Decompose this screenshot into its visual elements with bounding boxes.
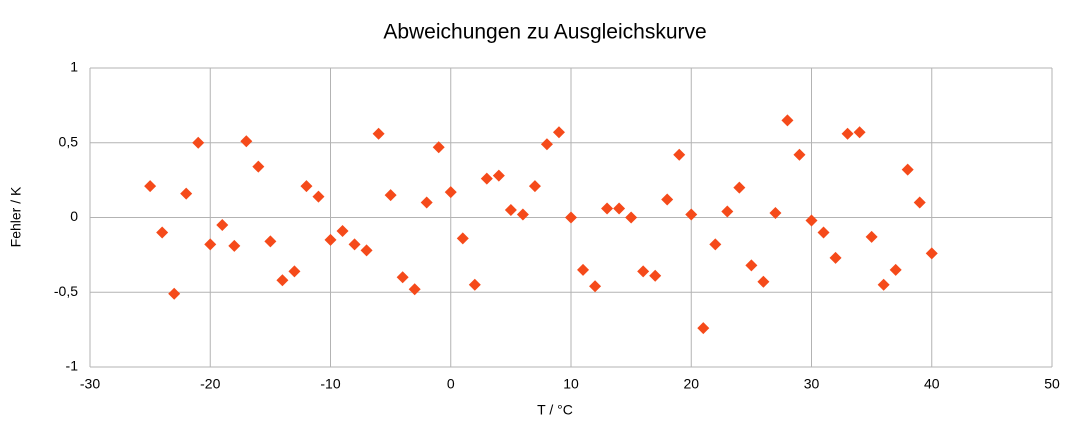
x-tick-label: 30 [804, 376, 820, 392]
x-tick-label: -10 [320, 376, 340, 392]
point [240, 135, 253, 148]
point [745, 259, 758, 272]
x-tick-label: 10 [563, 376, 579, 392]
point [252, 160, 265, 173]
point [156, 226, 169, 239]
point [192, 136, 205, 149]
point [216, 218, 229, 231]
point [853, 126, 866, 139]
point [685, 208, 698, 221]
point [336, 224, 349, 237]
point [661, 193, 674, 206]
point [673, 148, 686, 161]
point [372, 127, 385, 140]
y-tick-label: 0 [70, 208, 78, 224]
point [456, 232, 469, 245]
point [492, 169, 505, 182]
point [901, 163, 914, 176]
point [925, 247, 938, 260]
point [408, 283, 421, 296]
x-tick-label: 40 [924, 376, 940, 392]
point [300, 180, 313, 193]
y-tick-label: -0,5 [54, 283, 78, 299]
point [528, 180, 541, 193]
point [733, 181, 746, 194]
point [432, 141, 445, 154]
point [625, 211, 638, 224]
point [384, 189, 397, 202]
point [480, 172, 493, 185]
point [504, 204, 517, 217]
point [589, 280, 602, 293]
point [865, 230, 878, 243]
y-tick-label: 1 [70, 59, 78, 75]
point [709, 238, 722, 251]
point [781, 114, 794, 127]
point [817, 226, 830, 239]
point [180, 187, 193, 200]
x-tick-label: 50 [1044, 376, 1060, 392]
point [637, 265, 650, 278]
point [264, 235, 277, 248]
point [516, 208, 529, 221]
point [468, 278, 481, 291]
point [841, 127, 854, 140]
point [613, 202, 626, 215]
point [360, 244, 373, 257]
point [757, 275, 770, 288]
point [144, 180, 157, 193]
point [913, 196, 926, 209]
point [540, 138, 553, 151]
chart-title: Abweichungen zu Ausgleichskurve [383, 21, 706, 44]
point [697, 322, 710, 335]
x-tick-label: 20 [683, 376, 699, 392]
point [204, 238, 217, 251]
point [721, 205, 734, 218]
x-tick-label: 0 [447, 376, 455, 392]
point [288, 265, 301, 278]
point [793, 148, 806, 161]
point [312, 190, 325, 203]
y-tick-label: 0,5 [59, 133, 79, 149]
y-tick-label: -1 [66, 358, 79, 374]
x-tick-label: -30 [80, 376, 100, 392]
x-axis-label: T / °C [537, 402, 573, 418]
point [649, 269, 662, 282]
point [877, 278, 890, 291]
point [889, 263, 902, 276]
point [552, 126, 565, 139]
point [324, 233, 337, 246]
point [348, 238, 361, 251]
point [228, 239, 241, 252]
y-axis-label: Fehler / K [8, 186, 24, 247]
point [168, 287, 181, 300]
point [769, 207, 782, 220]
point [444, 186, 457, 199]
point [396, 271, 409, 284]
point [565, 211, 577, 224]
point [276, 274, 289, 287]
point [420, 196, 433, 209]
point [577, 263, 590, 276]
point [829, 251, 842, 264]
x-tick-label: -20 [200, 376, 220, 392]
point [805, 214, 818, 227]
point [601, 202, 614, 215]
